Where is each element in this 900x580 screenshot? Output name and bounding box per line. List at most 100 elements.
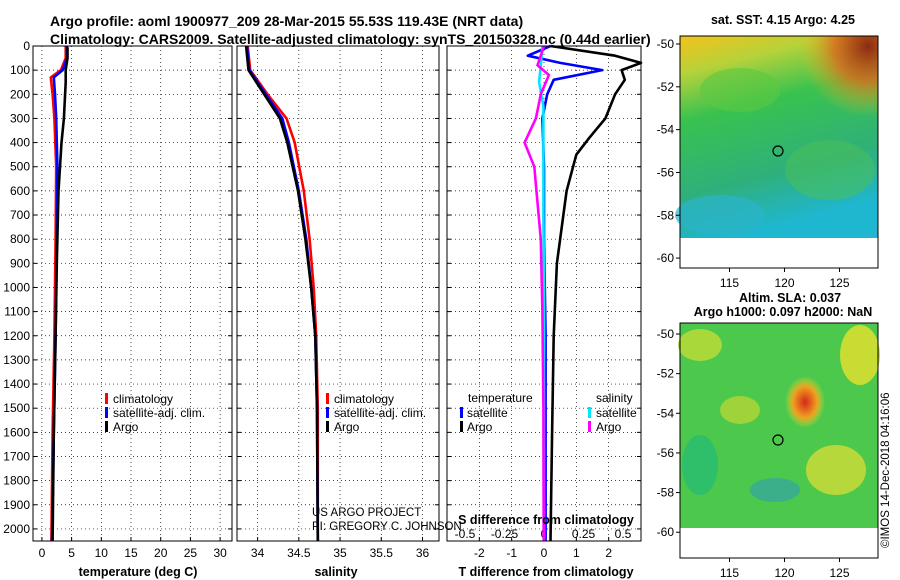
legend-swatch-t-argo — [460, 421, 463, 432]
lon-tick-label: 120 — [774, 566, 794, 580]
salinity-legend: climatology satellite-adj. clim. Argo — [326, 392, 426, 434]
panel-frame — [446, 45, 642, 542]
depth-tick-label: 2000 — [3, 522, 30, 536]
depth-tick-label: 1200 — [3, 329, 30, 343]
depth-tick-label: 1100 — [4, 305, 30, 319]
sst-patch — [785, 140, 875, 200]
depth-tick-label: 500 — [10, 160, 30, 174]
lat-tick-label: -54 — [657, 123, 675, 137]
lat-tick-label: -56 — [657, 165, 675, 179]
depth-tick-label: 1300 — [3, 353, 30, 367]
depth-tick-label: 800 — [10, 232, 30, 246]
sst-patch — [700, 68, 780, 112]
legend-satellite-adj: satellite-adj. clim. — [113, 406, 205, 420]
sla-patch — [840, 325, 880, 385]
difference-panel: -2 -1 0 1 2-0.5 -0.25 0 0.25 0.5 — [446, 44, 643, 560]
legend-t-argo: Argo — [467, 420, 493, 434]
legend-climatology: climatology — [334, 392, 394, 406]
sla-patch — [678, 329, 722, 361]
temperature-xlabel: temperature (deg C) — [79, 565, 198, 579]
lat-tick-label: -58 — [657, 208, 675, 222]
lat-tick-label: -52 — [657, 367, 675, 381]
lat-tick-label: -60 — [657, 525, 675, 539]
sla-patch — [750, 478, 800, 502]
lon-tick-label: 115 — [720, 276, 739, 290]
legend-argo: Argo — [334, 420, 360, 434]
x-tick-label: 2 — [605, 546, 612, 560]
depth-tick-label: 400 — [10, 136, 30, 150]
legend-satellite-adj: satellite-adj. clim. — [334, 406, 426, 420]
sla-title-2: Argo h1000: 0.097 h2000: NaN — [694, 305, 873, 319]
panel-frame — [236, 45, 440, 542]
x-tick-label: 34.5 — [287, 546, 311, 560]
x-tick-label: 1 — [573, 546, 580, 560]
x-tick-label: -2 — [474, 546, 485, 560]
sst-no-data — [680, 238, 878, 268]
salinity-panel: 34 34.5 35 35.5 36 — [236, 45, 440, 560]
legend-swatch-satellite-adj — [105, 407, 108, 418]
lat-tick-label: -54 — [657, 406, 675, 420]
depth-tick-label: 1900 — [3, 498, 30, 512]
lon-tick-label: 120 — [774, 276, 794, 290]
temperature-legend: climatology satellite-adj. clim. Argo — [105, 392, 205, 434]
depth-tick-label: 1500 — [3, 401, 30, 415]
sla-map — [678, 322, 880, 559]
legend-swatch-argo — [105, 421, 108, 432]
sla-frame — [679, 322, 879, 559]
x-tick-label: 34 — [251, 546, 265, 560]
lat-tick-label: -58 — [657, 486, 675, 500]
lat-tick-label: -50 — [657, 37, 675, 51]
title-line-2: Climatology: CARS2009. Satellite-adjuste… — [50, 31, 651, 47]
sst-frame — [679, 35, 879, 269]
legend-t-satellite: satellite — [467, 406, 508, 420]
depth-tick-label: 1400 — [3, 377, 30, 391]
x-tick-label: 5 — [68, 546, 75, 560]
series-line-argo — [244, 45, 320, 542]
sla-axes: -50 -52 -54 -56 -58 -60 115 120 125 — [657, 327, 850, 580]
sst-map — [675, 35, 879, 269]
lon-tick-label: 115 — [720, 566, 739, 580]
legend-s-satellite: satellite — [596, 406, 637, 420]
x-tick-label: -1 — [506, 546, 517, 560]
sla-patch — [806, 445, 866, 495]
sla-patch — [720, 396, 760, 424]
sst-argo-location-marker — [772, 145, 784, 157]
lon-tick-label: 125 — [829, 276, 849, 290]
s-difference-label: S difference from climatology — [458, 513, 634, 527]
depth-tick-label: 1800 — [3, 474, 30, 488]
series-line-t-satellite — [526, 44, 604, 541]
legend-climatology: climatology — [113, 392, 173, 406]
difference-xlabel: T difference from climatology — [458, 565, 633, 579]
depth-tick-label: 900 — [10, 256, 30, 270]
salinity-xlabel: salinity — [314, 565, 357, 579]
depth-tick-label: 100 — [10, 63, 30, 77]
x-tick-label: 36 — [416, 546, 430, 560]
lat-tick-label: -60 — [657, 251, 675, 265]
x-tick-label: 35 — [333, 546, 347, 560]
sla-no-data — [680, 528, 878, 558]
legend-swatch-climatology — [326, 393, 329, 404]
difference-legend: temperature salinity satellite Argo sate… — [460, 391, 637, 434]
x-tick-label: 0 — [541, 546, 548, 560]
credit-pi: PI: GREGORY C. JOHNSON — [312, 521, 462, 533]
x-tick-label: 15 — [124, 546, 138, 560]
legend-swatch-satellite-adj — [326, 407, 329, 418]
lat-tick-label: -50 — [657, 327, 675, 341]
sst-title: sat. SST: 4.15 Argo: 4.25 — [711, 13, 855, 27]
legend-swatch-s-argo — [588, 421, 591, 432]
legend-argo: Argo — [113, 420, 139, 434]
lon-tick-label: 125 — [829, 566, 849, 580]
legend-title-salinity: salinity — [596, 391, 633, 405]
legend-swatch-s-satellite — [588, 407, 591, 418]
x-tick-label: 35.5 — [370, 546, 394, 560]
legend-title-temperature: temperature — [468, 391, 533, 405]
s-difference-tick-label: 0.25 — [572, 527, 596, 541]
depth-tick-label: 600 — [10, 184, 30, 198]
s-difference-tick-label: -0.25 — [491, 527, 519, 541]
sst-cold-patch — [675, 195, 765, 235]
title-line-1: Argo profile: aoml 1900977_209 28-Mar-20… — [50, 13, 523, 29]
lat-tick-label: -52 — [657, 80, 675, 94]
series-line-s-argo — [523, 45, 551, 542]
depth-tick-label: 700 — [10, 208, 30, 222]
